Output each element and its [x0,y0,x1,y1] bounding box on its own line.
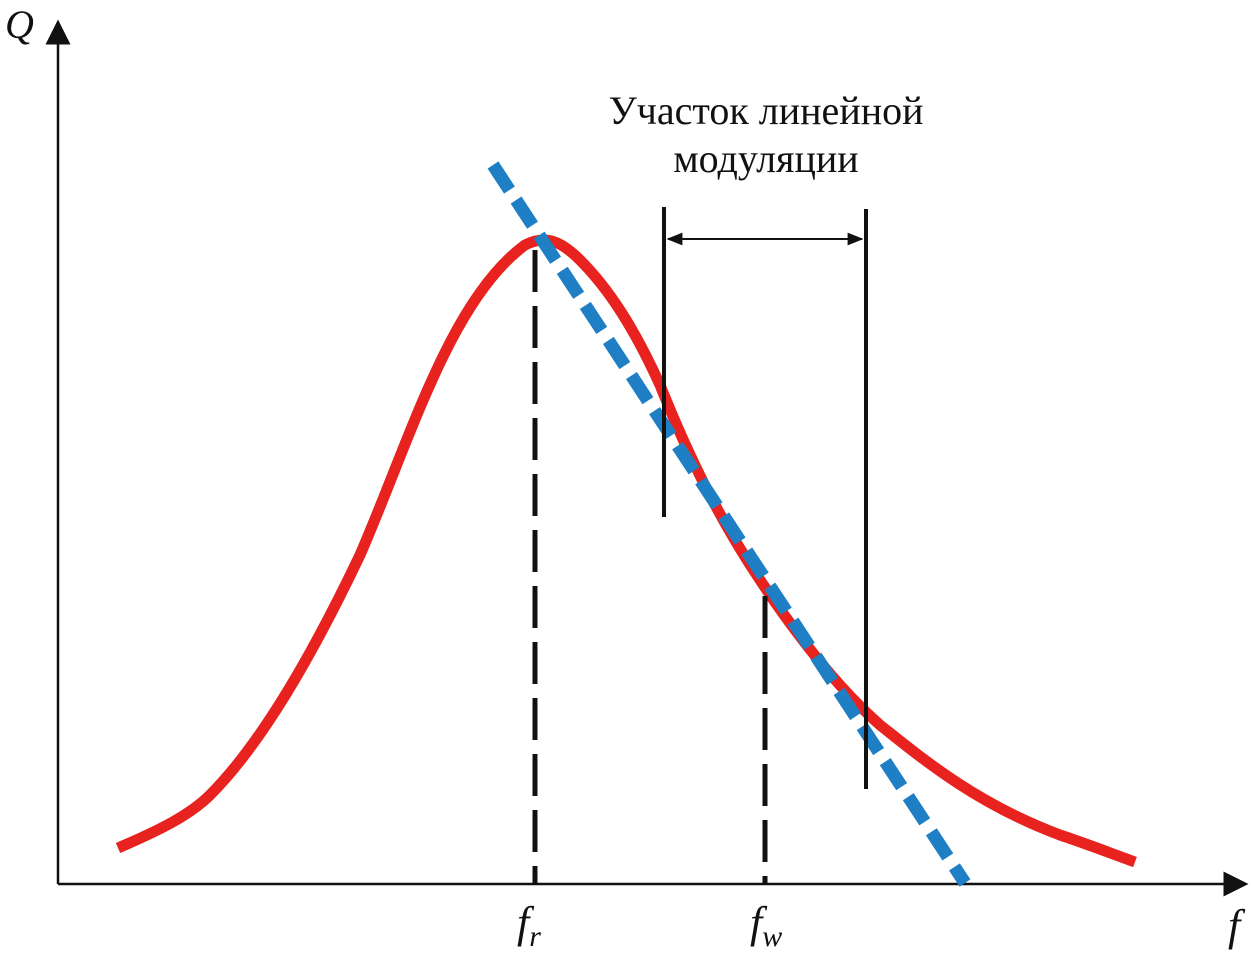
annotation-line-2: модуляции [673,136,858,181]
x-axis-label: f [1228,901,1246,950]
marker-fr-sub: r [529,920,541,953]
marker-fr: fr [517,898,541,953]
annotation-line-1: Участок линейной [608,88,923,133]
marker-fw-sub: w [762,920,782,953]
resonance-curve [115,234,1137,868]
y-axis-label: Q [5,2,34,47]
marker-fw: fw [750,898,782,953]
tangent-line [487,161,971,887]
